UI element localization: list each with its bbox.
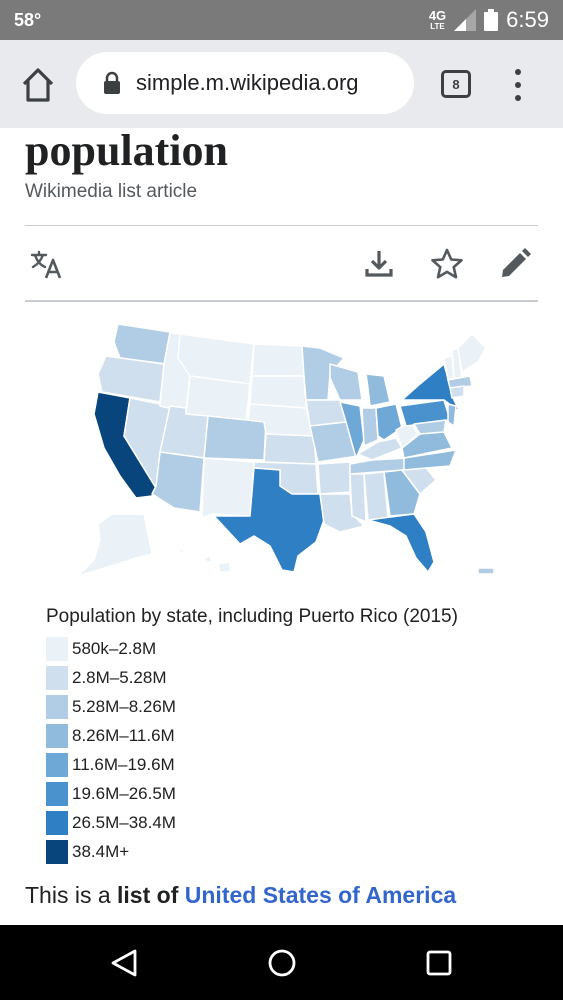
state-north-dakota [251, 343, 305, 377]
state-kansas [263, 433, 317, 465]
state-indiana [361, 407, 379, 447]
browser-toolbar: simple.m.wikipedia.org 8 [0, 40, 563, 128]
legend-item: 11.6M–19.6M [46, 750, 458, 779]
divider [25, 300, 538, 302]
state-minnesota [301, 345, 345, 401]
battery-icon [484, 9, 499, 31]
legend-item: 5.28M–8.26M [46, 692, 458, 721]
map-legend: Population by state, including Puerto Ri… [46, 606, 458, 866]
state-new-jersey [447, 403, 457, 427]
state-missouri [309, 421, 359, 463]
android-nav-bar [0, 925, 563, 1000]
legend-item: 580k–2.8M [46, 634, 458, 663]
legend-swatch [46, 810, 68, 835]
star-icon[interactable] [430, 247, 464, 281]
menu-dot [515, 95, 521, 101]
legend-swatch [46, 636, 68, 661]
state-louisiana [319, 493, 365, 533]
state-massachusetts [447, 375, 473, 389]
legend-item: 38.4M+ [46, 837, 458, 866]
intro-bold: list of [117, 882, 179, 908]
home-circle-icon[interactable] [266, 947, 298, 979]
menu-dot [515, 69, 521, 75]
legend-item: 8.26M–11.6M [46, 721, 458, 750]
us-population-map[interactable] [58, 318, 508, 580]
legend-label: 11.6M–19.6M [72, 754, 175, 774]
state-kentucky [357, 437, 403, 461]
page-subtitle: Wikimedia list article [25, 181, 198, 202]
state-georgia [383, 469, 421, 517]
state-wisconsin [329, 363, 363, 401]
network-indicator: 4G LTE [429, 9, 446, 31]
legend-label: 2.8M–5.28M [72, 667, 167, 687]
legend-swatch [46, 839, 68, 864]
state-oregon [97, 355, 165, 403]
state-mississippi [349, 473, 367, 523]
tabs-icon[interactable]: 8 [441, 70, 471, 98]
url-text: simple.m.wikipedia.org [136, 70, 359, 95]
lock-icon [104, 71, 120, 94]
legend-label: 580k–2.8M [72, 638, 157, 658]
legend-label: 5.28M–8.26M [72, 696, 176, 716]
network-sub: LTE [430, 22, 445, 31]
edit-icon[interactable] [498, 247, 532, 281]
legend-label: 8.26M–11.6M [72, 725, 175, 745]
legend-swatch [46, 694, 68, 719]
home-icon[interactable] [18, 62, 58, 106]
state-maine [457, 333, 487, 373]
state-texas [213, 467, 325, 573]
legend-items: 580k–2.8M 2.8M–5.28M 5.28M–8.26M 8.26M–11.6… [46, 634, 458, 866]
legend-item: 2.8M–5.28M [46, 663, 458, 692]
overflow-menu-icon[interactable] [508, 67, 528, 103]
legend-label: 19.6M–26.5M [72, 783, 176, 803]
link-united-states[interactable]: United States of America [184, 882, 457, 908]
legend-swatch [46, 723, 68, 748]
legend-label: 26.5M–38.4M [72, 812, 176, 832]
status-bar: 58° 4G LTE 6:59 [0, 0, 563, 40]
legend-title: Population by state, including Puerto Ri… [46, 606, 458, 627]
state-virginia [401, 427, 453, 459]
state-hawaii [177, 549, 185, 555]
state-ohio [375, 403, 403, 441]
state-north-carolina [403, 449, 457, 471]
intro-paragraph: This is a list of United States of Ameri… [25, 882, 456, 909]
status-time: 6:59 [506, 7, 549, 32]
state-maryland [413, 419, 447, 435]
divider [25, 225, 538, 226]
state-alaska [77, 513, 153, 577]
legend-item: 26.5M–38.4M [46, 808, 458, 837]
state-illinois [339, 401, 365, 459]
state-colorado [203, 415, 267, 461]
state-michigan [365, 373, 391, 407]
legend-label: 38.4M+ [72, 841, 130, 861]
menu-dot [515, 82, 521, 88]
legend-swatch [46, 752, 68, 777]
intro-prefix: This is a [25, 882, 118, 908]
back-icon[interactable] [109, 947, 141, 979]
state-florida [367, 513, 435, 573]
legend-swatch [46, 781, 68, 806]
recents-icon[interactable] [423, 947, 455, 979]
state-arizona [151, 451, 205, 513]
page-title: population [25, 126, 228, 175]
status-temperature: 58° [14, 10, 42, 30]
state-new-mexico [201, 457, 255, 519]
address-bar[interactable]: simple.m.wikipedia.org [76, 52, 414, 114]
state-new-york [401, 363, 461, 413]
legend-swatch [46, 665, 68, 690]
state-connecticut [449, 385, 465, 399]
translate-icon[interactable] [30, 247, 64, 281]
state-hawaii-2 [203, 555, 213, 563]
status-right-group: 4G LTE 6:59 [429, 6, 549, 34]
legend-item: 19.6M–26.5M [46, 779, 458, 808]
signal-icon [454, 9, 477, 31]
state-arkansas [317, 461, 351, 495]
state-hawaii-3 [217, 561, 231, 573]
territory-puerto-rico [477, 567, 495, 575]
state-south-dakota [249, 375, 307, 409]
download-icon[interactable] [362, 247, 396, 281]
network-type: 4G [428, 8, 447, 23]
